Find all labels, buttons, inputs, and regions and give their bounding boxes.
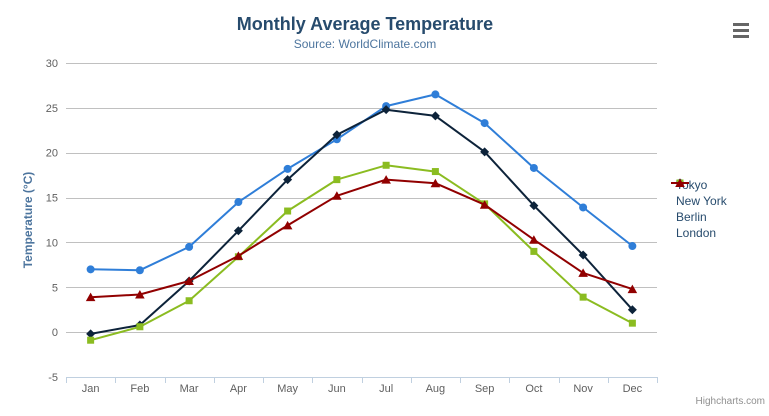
- hamburger-menu-icon[interactable]: [730, 19, 752, 41]
- highcharts-credit-link[interactable]: Highcharts.com: [695, 396, 765, 407]
- menu-bar: [733, 28, 749, 32]
- data-point-berlin-feb[interactable]: [136, 323, 144, 331]
- gridlines: [66, 63, 657, 378]
- x-axis: [66, 377, 658, 383]
- data-point-london-feb[interactable]: [135, 289, 145, 299]
- chart-title: Monthly Average Temperature: [237, 14, 493, 34]
- x-axis-tick-label: Jan: [82, 383, 100, 395]
- legend-label-berlin: Berlin: [676, 210, 707, 224]
- series-london: [85, 175, 638, 302]
- data-point-new-york-sep[interactable]: [480, 147, 490, 157]
- legend-label-tokyo: Tokyo: [676, 178, 708, 192]
- x-axis-tick-label: Aug: [426, 383, 446, 395]
- legend-item-new-york[interactable]: New York: [671, 178, 727, 209]
- data-point-tokyo-sep[interactable]: [480, 119, 489, 128]
- y-axis-tick-label: 5: [52, 282, 58, 294]
- data-point-tokyo-nov[interactable]: [579, 203, 588, 212]
- y-axis-tick-label: 20: [46, 148, 58, 160]
- x-axis-tick-label: Feb: [130, 383, 149, 395]
- y-axis-title: Temperature (°C): [21, 172, 35, 269]
- data-point-berlin-dec[interactable]: [628, 319, 636, 327]
- data-point-tokyo-mar[interactable]: [185, 242, 194, 251]
- legend: Tokyo New York Berlin London: [671, 177, 727, 241]
- data-point-new-york-dec[interactable]: [627, 305, 637, 315]
- y-axis-tick-label: 10: [46, 237, 58, 249]
- legend-item-london[interactable]: London: [671, 178, 727, 241]
- chart-subtitle: Source: WorldClimate.com: [294, 37, 437, 51]
- x-axis-tick-label: Jul: [379, 383, 393, 395]
- data-point-tokyo-may[interactable]: [283, 164, 292, 173]
- data-point-london-sep[interactable]: [479, 200, 490, 209]
- data-point-london-jun[interactable]: [332, 191, 342, 200]
- data-point-new-york-oct[interactable]: [529, 201, 539, 211]
- x-axis-tick-label: Sep: [475, 383, 495, 395]
- data-point-berlin-jul[interactable]: [382, 161, 390, 169]
- data-point-tokyo-oct[interactable]: [529, 163, 538, 172]
- data-point-berlin-may[interactable]: [284, 207, 292, 215]
- data-point-london-nov[interactable]: [578, 268, 588, 277]
- data-point-berlin-jun[interactable]: [333, 176, 341, 184]
- y-axis-tick-label: 0: [52, 327, 58, 339]
- data-point-london-may[interactable]: [282, 220, 293, 230]
- data-point-berlin-jan[interactable]: [87, 336, 95, 344]
- menu-bar: [733, 34, 749, 38]
- data-point-new-york-nov[interactable]: [578, 250, 588, 260]
- y-axis-tick-label: 30: [46, 58, 58, 70]
- y-axis-tick-label: 25: [46, 103, 58, 115]
- x-axis-tick-label: Oct: [525, 383, 542, 395]
- legend-item-berlin[interactable]: Berlin: [671, 179, 727, 225]
- x-axis-tick-label: Apr: [230, 383, 247, 395]
- x-axis-tick-label: Nov: [573, 383, 593, 395]
- series-tokyo: [86, 90, 637, 275]
- axis-labels: -5 0 5 10 15 20 25 30 Jan Feb Mar Apr May Jun Jul Aug Se…: [46, 58, 643, 395]
- data-point-london-jan[interactable]: [85, 292, 96, 302]
- data-point-new-york-jun[interactable]: [332, 130, 342, 140]
- data-point-london-oct[interactable]: [529, 235, 539, 244]
- series-lines: [85, 90, 638, 344]
- data-point-london-mar[interactable]: [184, 276, 194, 286]
- data-point-new-york-jul[interactable]: [381, 105, 391, 115]
- y-axis-tick-label: -5: [48, 372, 58, 384]
- data-point-tokyo-apr[interactable]: [234, 198, 243, 207]
- data-point-tokyo-aug[interactable]: [431, 90, 440, 99]
- series-new-york: [86, 105, 637, 339]
- data-point-new-york-apr[interactable]: [233, 226, 243, 236]
- data-point-london-aug[interactable]: [430, 178, 441, 188]
- legend-label-new-york: New York: [676, 194, 727, 208]
- data-point-london-apr[interactable]: [233, 251, 244, 260]
- data-point-tokyo-jan[interactable]: [86, 265, 95, 274]
- y-axis-tick-label: 15: [46, 193, 58, 205]
- data-point-berlin-mar[interactable]: [185, 297, 193, 305]
- data-point-berlin-nov[interactable]: [579, 293, 587, 301]
- data-point-new-york-jan[interactable]: [86, 329, 96, 339]
- x-axis-tick-label: May: [277, 383, 298, 395]
- data-point-new-york-may[interactable]: [283, 175, 293, 185]
- x-axis-tick-label: Dec: [623, 383, 643, 395]
- data-point-london-jul[interactable]: [381, 175, 391, 184]
- data-point-tokyo-dec[interactable]: [628, 242, 637, 251]
- data-point-new-york-aug[interactable]: [430, 111, 440, 121]
- menu-bar: [733, 22, 749, 26]
- x-axis-tick-label: Mar: [180, 383, 199, 395]
- x-axis-tick-label: Jun: [328, 383, 346, 395]
- data-point-berlin-aug[interactable]: [431, 168, 439, 176]
- data-point-berlin-oct[interactable]: [530, 247, 538, 255]
- data-point-london-dec[interactable]: [627, 284, 638, 294]
- london-line-marker-icon: [671, 178, 689, 187]
- legend-label-london: London: [676, 226, 717, 240]
- data-point-tokyo-feb[interactable]: [135, 266, 144, 275]
